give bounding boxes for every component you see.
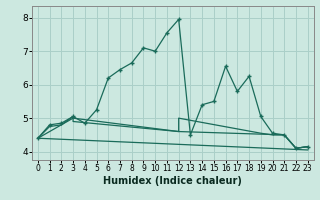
X-axis label: Humidex (Indice chaleur): Humidex (Indice chaleur) [103, 176, 242, 186]
